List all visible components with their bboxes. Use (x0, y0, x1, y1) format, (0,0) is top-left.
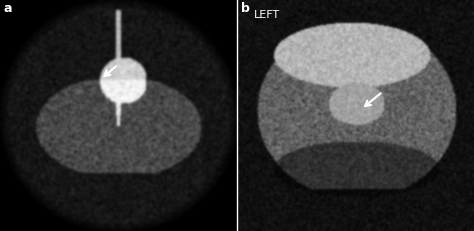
Text: LEFT: LEFT (254, 10, 280, 20)
Text: b: b (241, 3, 250, 15)
Text: a: a (3, 3, 12, 15)
